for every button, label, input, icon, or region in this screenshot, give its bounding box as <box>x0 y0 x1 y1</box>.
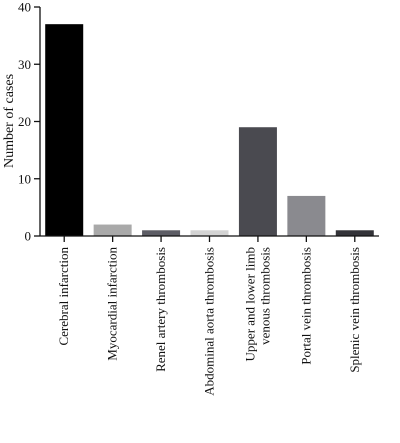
bar-3 <box>142 230 181 236</box>
y-axis-title: Number of cases <box>2 74 17 168</box>
x-category-label: Splenic vein thrombosis <box>347 247 362 373</box>
x-category-label: venous thrombosis <box>257 247 272 345</box>
x-category-label: Myocardial infarction <box>105 247 120 361</box>
y-tick-label: 0 <box>25 229 32 244</box>
y-tick-label: 10 <box>18 171 31 186</box>
bar-2 <box>93 224 132 236</box>
x-category-label: Upper and lower limb <box>242 247 257 361</box>
bars-group <box>45 24 374 236</box>
x-axis: Cerebral infarction Myocardial infarction… <box>40 235 379 396</box>
y-tick-label: 20 <box>18 114 31 129</box>
x-category-label: Abdominal aorta thrombosis <box>202 247 217 396</box>
x-category-label: Portal vein thrombosis <box>298 247 313 365</box>
x-category-label: Cerebral infarction <box>56 247 71 346</box>
bar-5 <box>238 127 277 236</box>
y-tick-label: 30 <box>18 57 31 72</box>
bar-7 <box>335 230 374 236</box>
bar-1 <box>45 24 84 236</box>
y-tick-label: 40 <box>18 0 31 15</box>
x-category-label: Renel artery thrombosis <box>153 247 168 372</box>
bar-6 <box>287 195 326 236</box>
bar-4 <box>190 230 229 236</box>
y-axis: 0 10 20 30 40 <box>18 0 41 244</box>
